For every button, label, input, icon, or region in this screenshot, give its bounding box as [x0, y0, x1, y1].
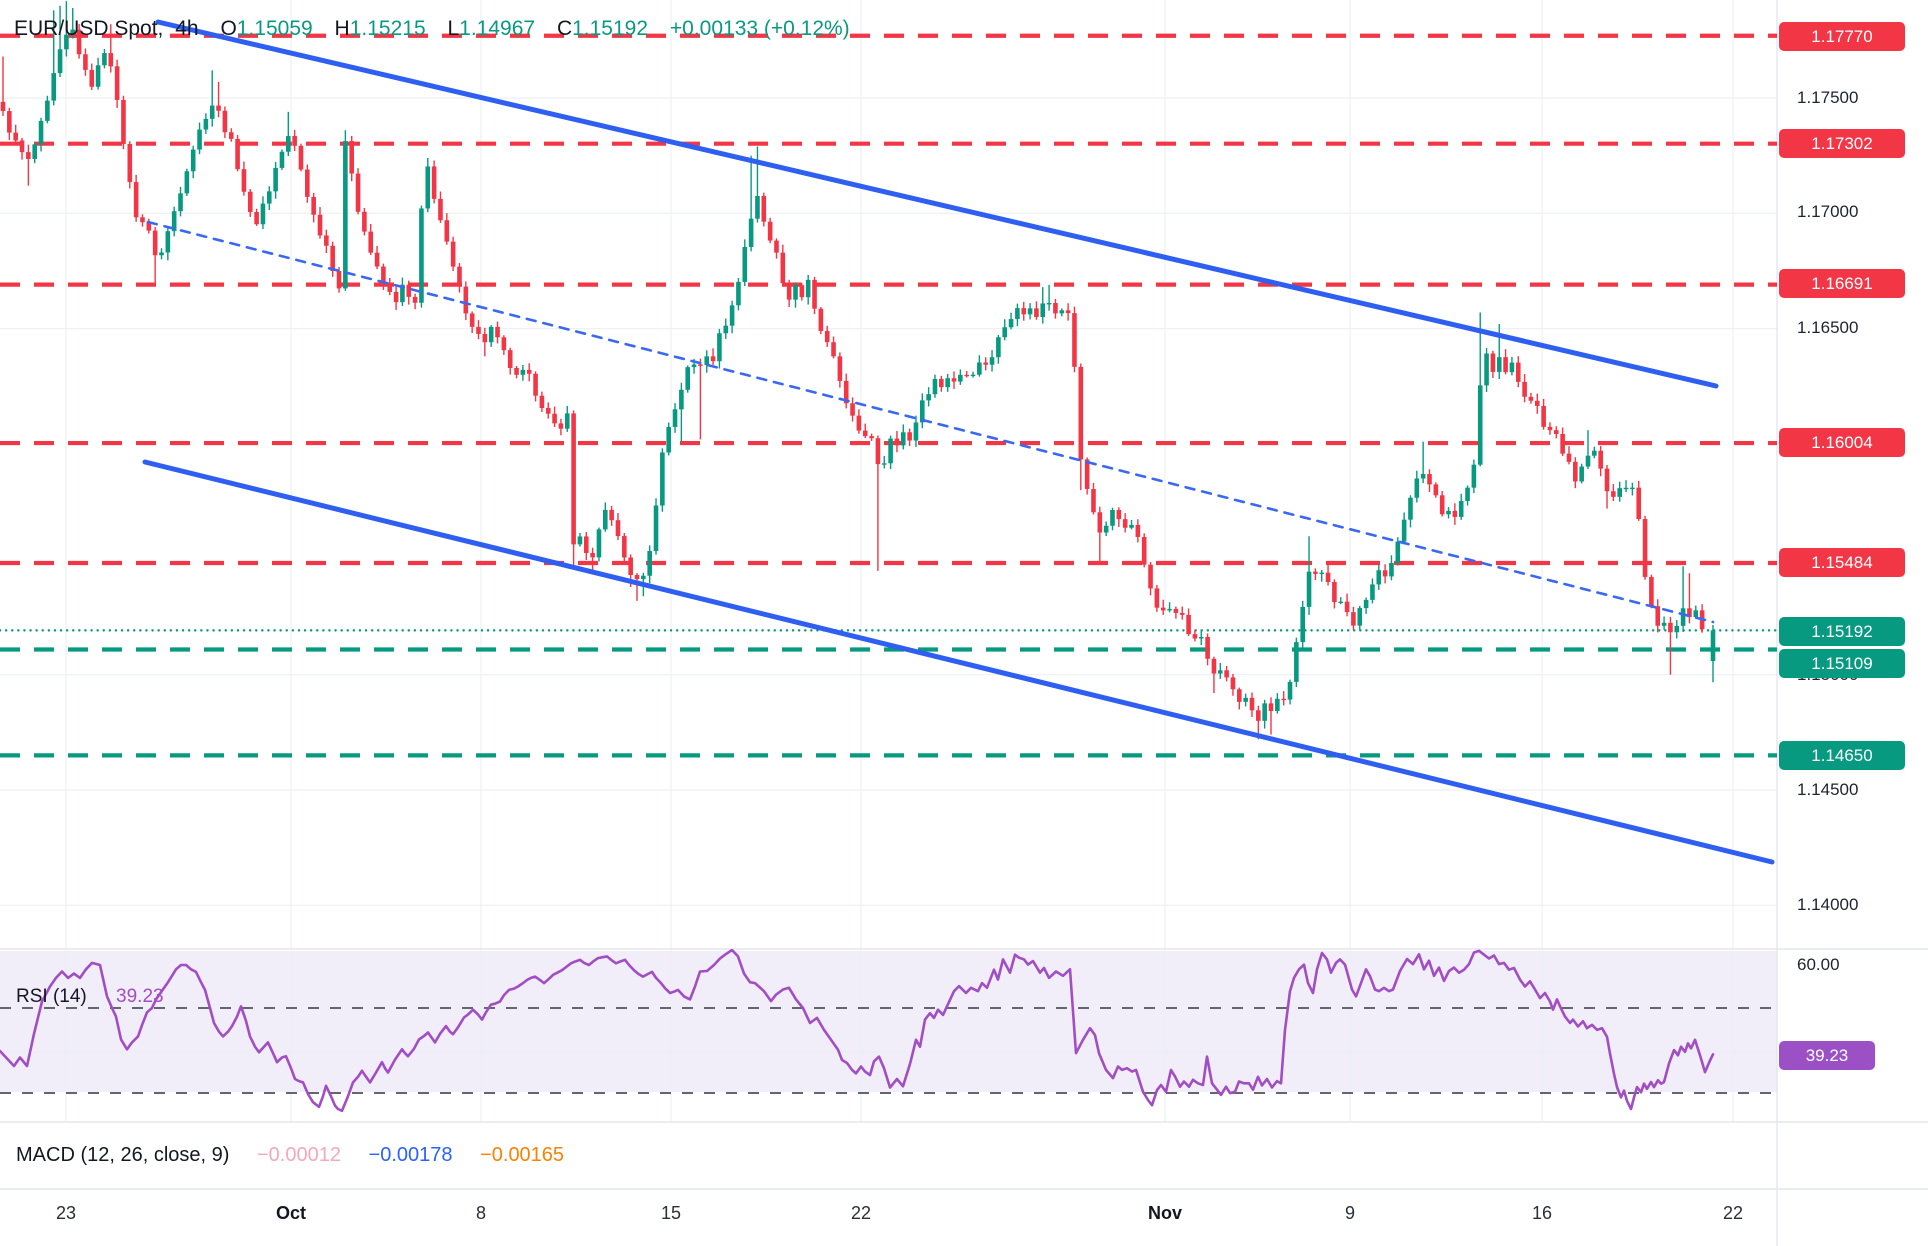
rsi-band-lines: [0, 1007, 1777, 1094]
macd-value-2: −0.00178: [368, 1144, 453, 1166]
price-level-badge[interactable]: 1.16691: [1779, 268, 1905, 298]
time-axis-label: 23: [55, 1203, 77, 1223]
trend-channel-lines[interactable]: [142, 19, 1775, 865]
macd-legend[interactable]: MACD (12, 26, close, 9) −0.00012 −0.0017…: [16, 1144, 564, 1167]
time-axis-label: 22: [1722, 1203, 1744, 1223]
price-axis-tick: 1.17500: [1797, 88, 1859, 107]
ohlc-close-value: 1.15192: [572, 17, 649, 40]
price-axis-tick: 1.14500: [1797, 780, 1859, 799]
rsi-axis-tick: 60.00: [1797, 955, 1840, 974]
candlestick-series[interactable]: [0, 1, 1716, 740]
ohlc-high: H1.15215: [334, 17, 426, 40]
macd-title: MACD (12, 26, close, 9): [16, 1144, 230, 1166]
price-axis-tick: 1.16500: [1797, 318, 1859, 337]
rsi-indicator-line[interactable]: [0, 949, 1715, 1113]
time-axis-label: 9: [1344, 1203, 1355, 1223]
time-axis-label: 22: [850, 1203, 872, 1223]
price-level-lines[interactable]: [0, 33, 1779, 758]
timeframe-label: 4h: [175, 17, 199, 40]
time-axis-label: 8: [475, 1203, 486, 1223]
ohlc-close: C1.15192: [556, 17, 649, 40]
ohlc-low: L1.14967: [447, 17, 536, 40]
rsi-legend[interactable]: RSI (14) 39.23: [16, 986, 164, 1008]
price-level-badge[interactable]: 1.17770: [1779, 21, 1905, 51]
ohlc-open: O1.15059: [220, 17, 313, 40]
price-axis-tick: 1.14000: [1797, 895, 1859, 914]
price-level-badge[interactable]: 1.15109: [1779, 648, 1905, 678]
price-axis-tick: 1.17000: [1797, 202, 1859, 221]
price-level-badge[interactable]: 1.15484: [1779, 547, 1905, 577]
rsi-value: 39.23: [116, 986, 164, 1007]
rsi-title: RSI (14): [16, 986, 87, 1007]
price-level-badge[interactable]: 1.15192: [1779, 616, 1905, 646]
time-axis-label: Oct: [275, 1203, 306, 1223]
price-level-badge[interactable]: 1.16004: [1779, 427, 1905, 457]
ohlc-high-value: 1.15215: [349, 17, 426, 40]
price-level-badge[interactable]: 1.14650: [1779, 740, 1905, 770]
time-axis-label: 15: [660, 1203, 682, 1223]
rsi-band-fill: [0, 951, 1777, 1092]
macd-value-1: −0.00012: [256, 1144, 341, 1166]
symbol-legend[interactable]: EUR/USD Spot, 4h O1.15059 H1.15215 L1.14…: [14, 17, 850, 41]
macd-value-3: −0.00165: [480, 1144, 565, 1166]
time-axis-label: 16: [1531, 1203, 1553, 1223]
ohlc-low-value: 1.14967: [459, 17, 536, 40]
time-axis-label: Nov: [1147, 1203, 1182, 1223]
change-value: +0.00133 (+0.12%): [669, 17, 850, 40]
rsi-value-badge[interactable]: 39.23: [1779, 1040, 1875, 1070]
symbol-title: EUR/USD Spot,: [14, 17, 164, 40]
ohlc-open-value: 1.15059: [236, 17, 313, 40]
price-level-badge[interactable]: 1.17302: [1779, 128, 1905, 158]
